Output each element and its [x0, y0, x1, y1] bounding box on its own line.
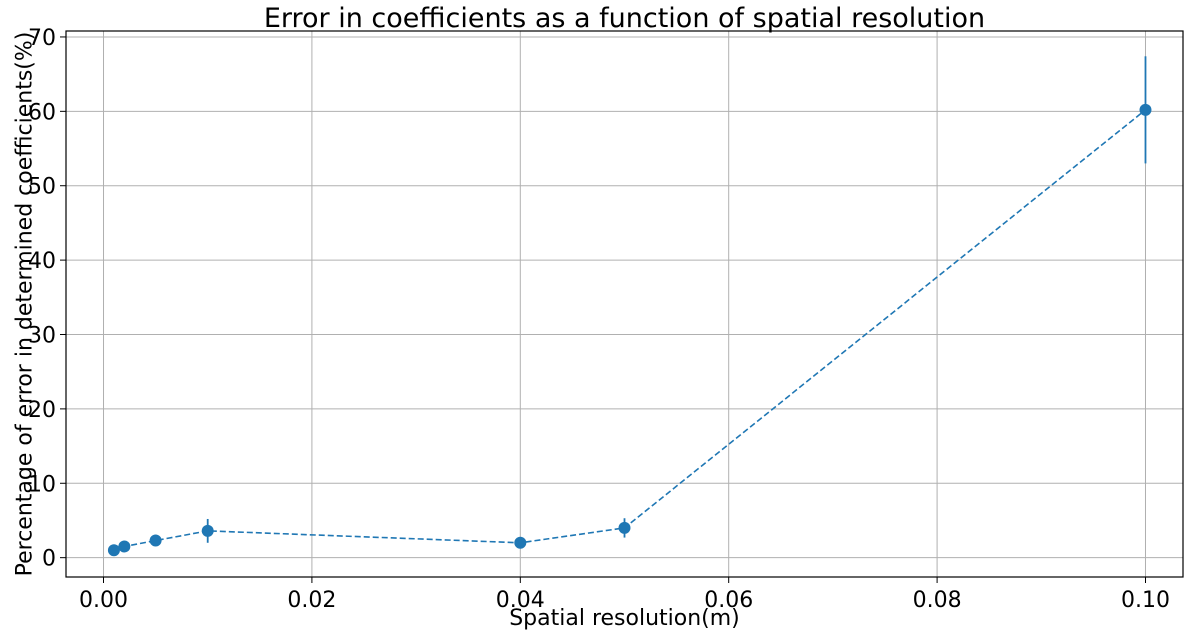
data-point	[149, 534, 162, 547]
data-point	[118, 540, 131, 553]
x-axis-title: Spatial resolution(m)	[509, 606, 740, 631]
grid	[66, 31, 1183, 577]
y-tick-label: 60	[28, 100, 56, 125]
data-point	[514, 536, 527, 549]
x-tick-label: 0.00	[79, 588, 128, 613]
x-tick-label: 0.02	[287, 588, 336, 613]
x-ticks: 0.00 0.02 0.04 0.06 0.08 0.10	[79, 577, 1170, 613]
y-tick-label: 0	[42, 547, 56, 572]
y-tick-label: 20	[28, 398, 56, 423]
data-point	[1139, 103, 1152, 116]
series-polyline	[113, 109, 1146, 551]
data-point	[201, 524, 214, 537]
data-points	[107, 103, 1152, 557]
chart-title: Error in coefficients as a function of s…	[264, 3, 985, 34]
y-tick-label: 50	[28, 175, 56, 200]
x-tick-label: 0.10	[1121, 588, 1170, 613]
y-ticks: 0 10 20 30 40 50 60 70	[28, 26, 66, 572]
error-bars	[113, 56, 1147, 554]
y-tick-label: 10	[28, 472, 56, 497]
series-line	[113, 109, 1146, 551]
x-tick-label: 0.08	[913, 588, 962, 613]
x-tick-label: 0.06	[704, 588, 753, 613]
plot-frame	[65, 30, 1184, 578]
y-tick-label: 30	[28, 323, 56, 348]
data-point	[618, 521, 631, 534]
y-tick-label: 70	[28, 26, 56, 51]
data-point	[107, 544, 120, 557]
y-axis-title: Percentage of error in determined coeffi…	[13, 32, 38, 577]
x-tick-label: 0.04	[496, 588, 545, 613]
y-tick-label: 40	[28, 249, 56, 274]
